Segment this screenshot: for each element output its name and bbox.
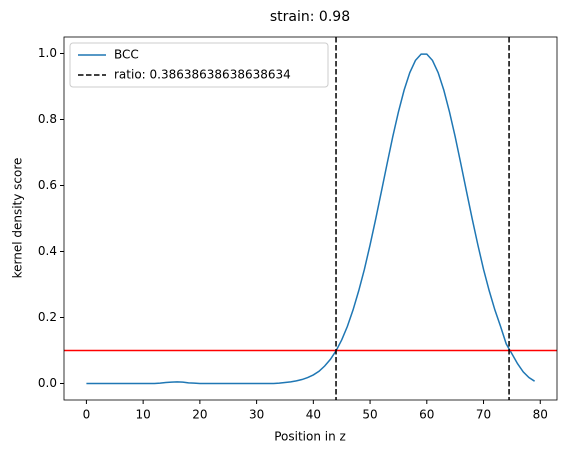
- x-tick-label: 0: [83, 408, 91, 422]
- legend-box: [69, 42, 329, 88]
- x-tick-label: 80: [533, 408, 548, 422]
- y-axis-label: kernel density score: [11, 158, 25, 279]
- chart-title: strain: 0.98: [270, 9, 350, 25]
- data-line: [86, 53, 535, 385]
- x-tick-label: 40: [306, 408, 321, 422]
- plot-frame: [63, 36, 558, 401]
- x-tick-label: 20: [192, 408, 207, 422]
- x-tick-label: 70: [476, 408, 491, 422]
- y-tick-label: 0.4: [38, 244, 57, 258]
- y-tick-label: 0.2: [38, 310, 57, 324]
- x-tick-label: 60: [419, 408, 434, 422]
- legend-label: ratio: 0.38638638638638634: [114, 68, 291, 82]
- x-tick-label: 50: [362, 408, 377, 422]
- y-tick-label: 1.0: [38, 46, 57, 60]
- x-tick-label: 30: [249, 408, 264, 422]
- y-tick-label: 0.8: [38, 112, 57, 126]
- y-tick-label: 0.0: [38, 376, 57, 390]
- legend-label: BCC: [114, 48, 139, 62]
- x-axis-label: Position in z: [274, 430, 346, 444]
- y-tick-label: 0.6: [38, 178, 57, 192]
- x-tick-label: 10: [136, 408, 151, 422]
